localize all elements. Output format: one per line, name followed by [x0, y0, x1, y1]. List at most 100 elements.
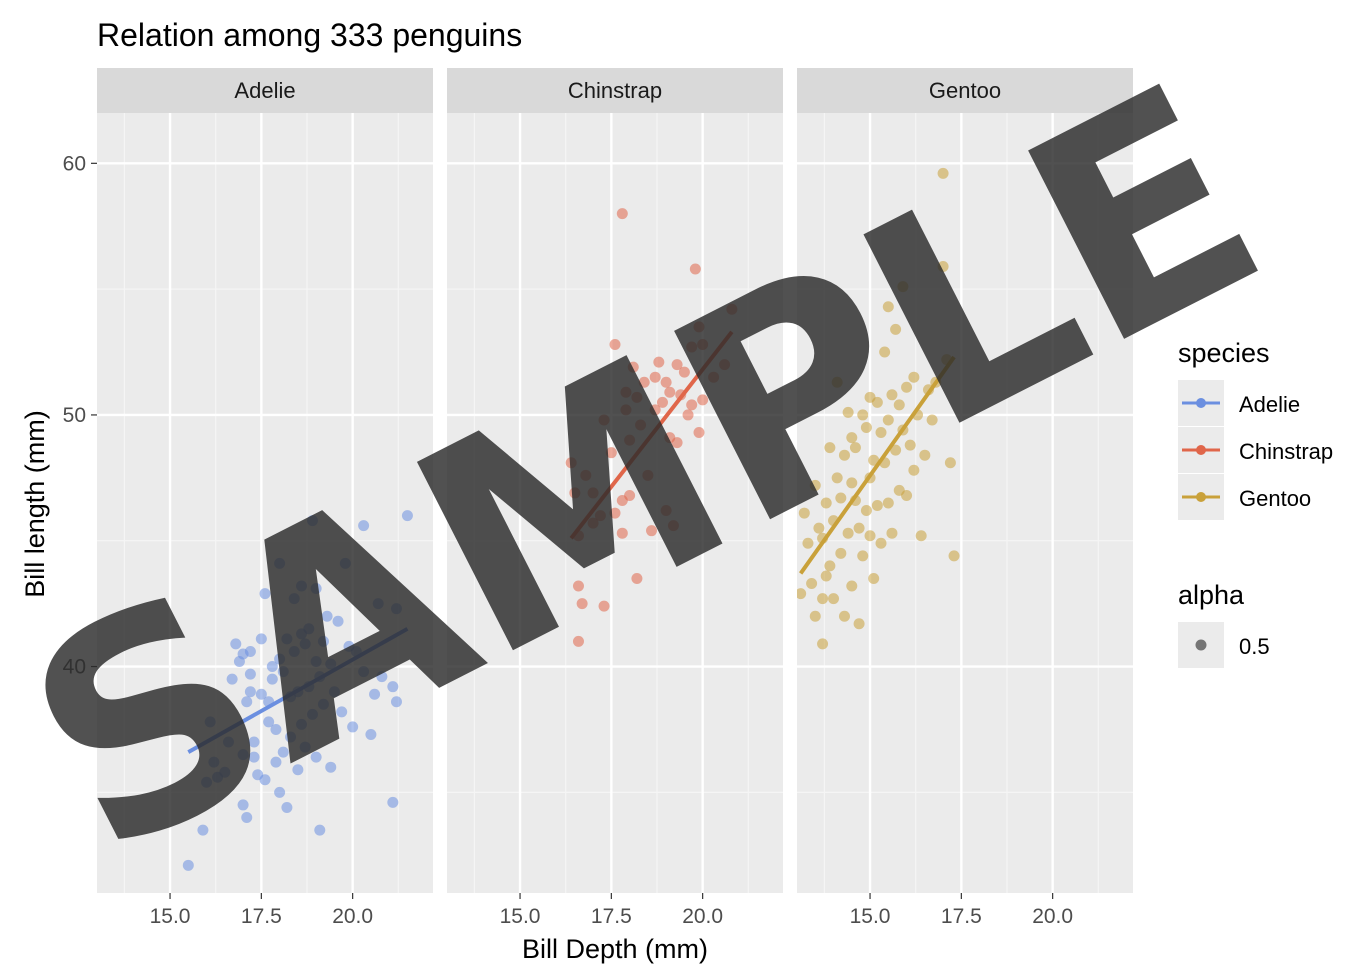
x-tick-label: 17.5 [241, 905, 282, 928]
data-point [565, 457, 577, 469]
data-point [317, 635, 329, 647]
facet-strip-label: Adelie [234, 78, 295, 103]
data-point [299, 741, 311, 753]
legend-label-chinstrap: Chinstrap [1239, 439, 1333, 464]
x-tick-label: 20.0 [682, 905, 723, 928]
data-point [875, 537, 887, 549]
data-point [365, 728, 377, 740]
legend: species Adelie Chinstrap Gentoo alpha 0.… [1178, 338, 1333, 668]
data-point [890, 323, 902, 335]
data-point [310, 751, 322, 763]
facet-panel-chinstrap: Chinstrap 15.0 17.5 20.0 [447, 68, 783, 928]
data-point [879, 346, 891, 358]
series-adelie [182, 510, 413, 871]
data-point [277, 746, 289, 758]
data-point [944, 457, 956, 469]
data-point [638, 376, 650, 388]
data-point [372, 598, 384, 610]
data-point [901, 381, 913, 393]
data-point [263, 716, 275, 728]
data-point [649, 404, 661, 416]
legend-label-adelie: Adelie [1239, 392, 1300, 417]
data-point [321, 610, 333, 622]
data-point [244, 668, 256, 680]
data-point [325, 761, 337, 773]
data-point [908, 464, 920, 476]
data-point [296, 580, 308, 592]
data-point [835, 547, 847, 559]
data-point [616, 208, 628, 220]
data-point [306, 515, 318, 527]
y-axis: 40 50 60 [63, 152, 97, 679]
data-point [226, 673, 238, 685]
data-point [882, 301, 894, 313]
data-point [809, 610, 821, 622]
x-tick-label: 17.5 [941, 905, 982, 928]
data-point [182, 859, 194, 871]
data-point [882, 414, 894, 426]
data-point [325, 658, 337, 670]
data-point [281, 801, 293, 813]
data-point [241, 812, 253, 824]
data-point [824, 442, 836, 454]
data-point [908, 371, 920, 383]
trend-line [799, 355, 956, 575]
data-point [726, 303, 738, 315]
data-point [802, 537, 814, 549]
data-point [244, 645, 256, 657]
data-point [853, 522, 865, 534]
data-point [649, 371, 661, 383]
facet-strip [97, 68, 433, 113]
data-point [846, 580, 858, 592]
data-point [857, 409, 869, 421]
data-point [336, 706, 348, 718]
data-point [277, 666, 289, 678]
data-point [230, 638, 242, 650]
data-point [310, 656, 322, 668]
data-point [317, 698, 329, 710]
data-point [387, 681, 399, 693]
data-point [306, 708, 318, 720]
data-point [642, 469, 654, 481]
data-point [259, 588, 271, 600]
x-tick-label: 20.0 [1032, 905, 1073, 928]
legend-dot-alpha [1195, 639, 1207, 651]
legend-label-alpha: 0.5 [1239, 634, 1270, 659]
data-point [890, 444, 902, 456]
x-tick-label: 17.5 [591, 905, 632, 928]
facet-panel-adelie: Adelie 15.0 17.5 20.0 [97, 68, 433, 928]
data-point [635, 419, 647, 431]
data-point [871, 500, 883, 512]
series-chinstrap [565, 208, 738, 647]
data-point [853, 618, 865, 630]
y-tick-label: 40 [63, 656, 86, 679]
chart-title: Relation among 333 penguins [97, 17, 522, 53]
data-point [686, 399, 698, 411]
data-point [719, 359, 731, 371]
data-point [609, 338, 621, 350]
data-point [838, 610, 850, 622]
data-point [598, 600, 610, 612]
data-point [697, 338, 709, 350]
data-point [587, 517, 599, 529]
data-point [915, 530, 927, 542]
data-point [576, 598, 588, 610]
data-point [347, 721, 359, 733]
data-point [875, 427, 887, 439]
data-point [646, 525, 658, 537]
data-point [937, 260, 949, 272]
data-point [259, 774, 271, 786]
legend-dot-adelie [1196, 398, 1206, 408]
y-tick-label: 60 [63, 152, 86, 175]
data-point [901, 489, 913, 501]
data-point [255, 688, 267, 700]
data-point [817, 638, 829, 650]
data-point [897, 281, 909, 293]
data-point [904, 439, 916, 451]
data-point [828, 593, 840, 605]
facet-strip [797, 68, 1133, 113]
data-point [270, 723, 282, 735]
data-point [842, 406, 854, 418]
